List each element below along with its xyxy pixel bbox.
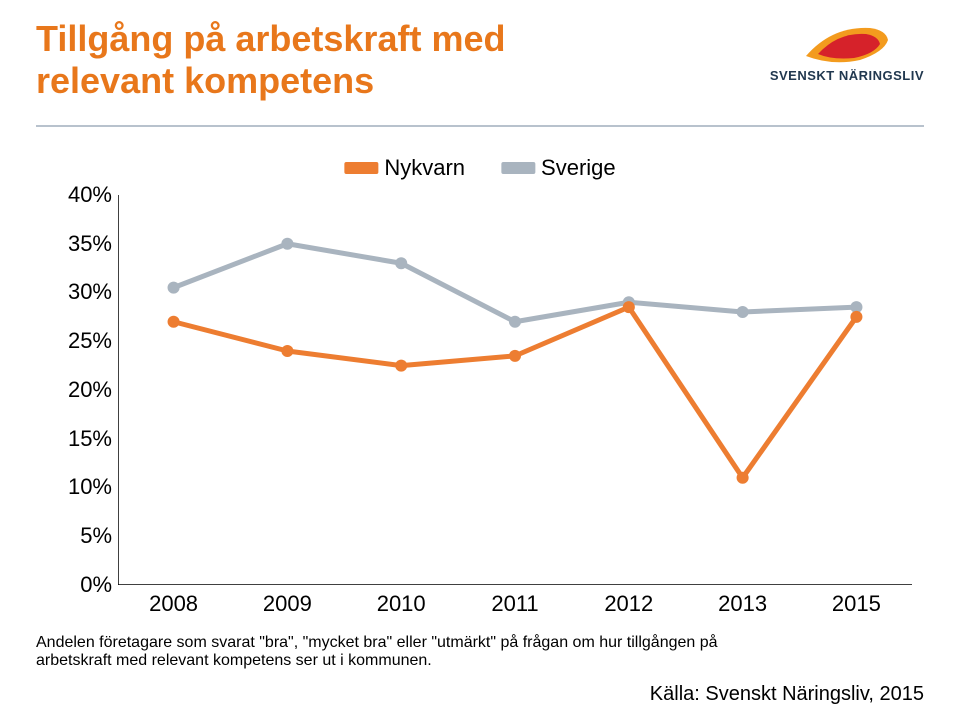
x-tick-label: 2010 — [377, 591, 426, 617]
logo: SVENSKT NÄRINGSLIV — [770, 22, 924, 83]
y-tick-label: 5% — [52, 523, 112, 549]
title-line2: relevant kompetens — [36, 60, 374, 101]
legend-item: Sverige — [501, 155, 616, 181]
logo-text: SVENSKT NÄRINGSLIV — [770, 68, 924, 83]
legend: Nykvarn Sverige — [344, 155, 615, 181]
logo-flame-icon — [804, 22, 890, 66]
x-tick-label: 2011 — [491, 591, 538, 617]
divider — [36, 125, 924, 127]
y-axis: 0%5%10%15%20%25%30%35%40% — [48, 195, 118, 585]
plot-area — [118, 195, 912, 585]
legend-swatch — [344, 162, 378, 174]
line-chart: Nykvarn Sverige 0% 5% 10% 15% 20% 25% 30% 35% 40%… — [48, 155, 912, 625]
x-tick-label: 2015 — [832, 591, 881, 617]
x-tick-label: 2008 — [149, 591, 198, 617]
x-tick-label: 2009 — [263, 591, 312, 617]
y-tick-label: 40% — [52, 182, 112, 208]
y-tick-label: 15% — [52, 426, 112, 452]
x-axis: 2008 2009 2010 2011 2012 2013 2015 — [118, 585, 912, 625]
y-tick-label: 20% — [52, 377, 112, 403]
y-tick-label: 0% — [52, 572, 112, 598]
legend-label: Sverige — [541, 155, 616, 181]
legend-label: Nykvarn — [384, 155, 465, 181]
legend-swatch — [501, 162, 535, 174]
y-tick-label: 35% — [52, 231, 112, 257]
title-line1: Tillgång på arbetskraft med — [36, 18, 505, 59]
y-tick-label: 25% — [52, 328, 112, 354]
source: Källa: Svenskt Näringsliv, 2015 — [650, 683, 924, 706]
page-title: Tillgång på arbetskraft med relevant kom… — [36, 18, 505, 103]
y-tick-label: 10% — [52, 474, 112, 500]
legend-item: Nykvarn — [344, 155, 465, 181]
plot-svg — [118, 195, 912, 585]
x-tick-label: 2013 — [718, 591, 767, 617]
y-tick-label: 30% — [52, 279, 112, 305]
x-tick-label: 2012 — [604, 591, 653, 617]
caption: Andelen företagare som svarat "bra", "my… — [36, 634, 796, 670]
